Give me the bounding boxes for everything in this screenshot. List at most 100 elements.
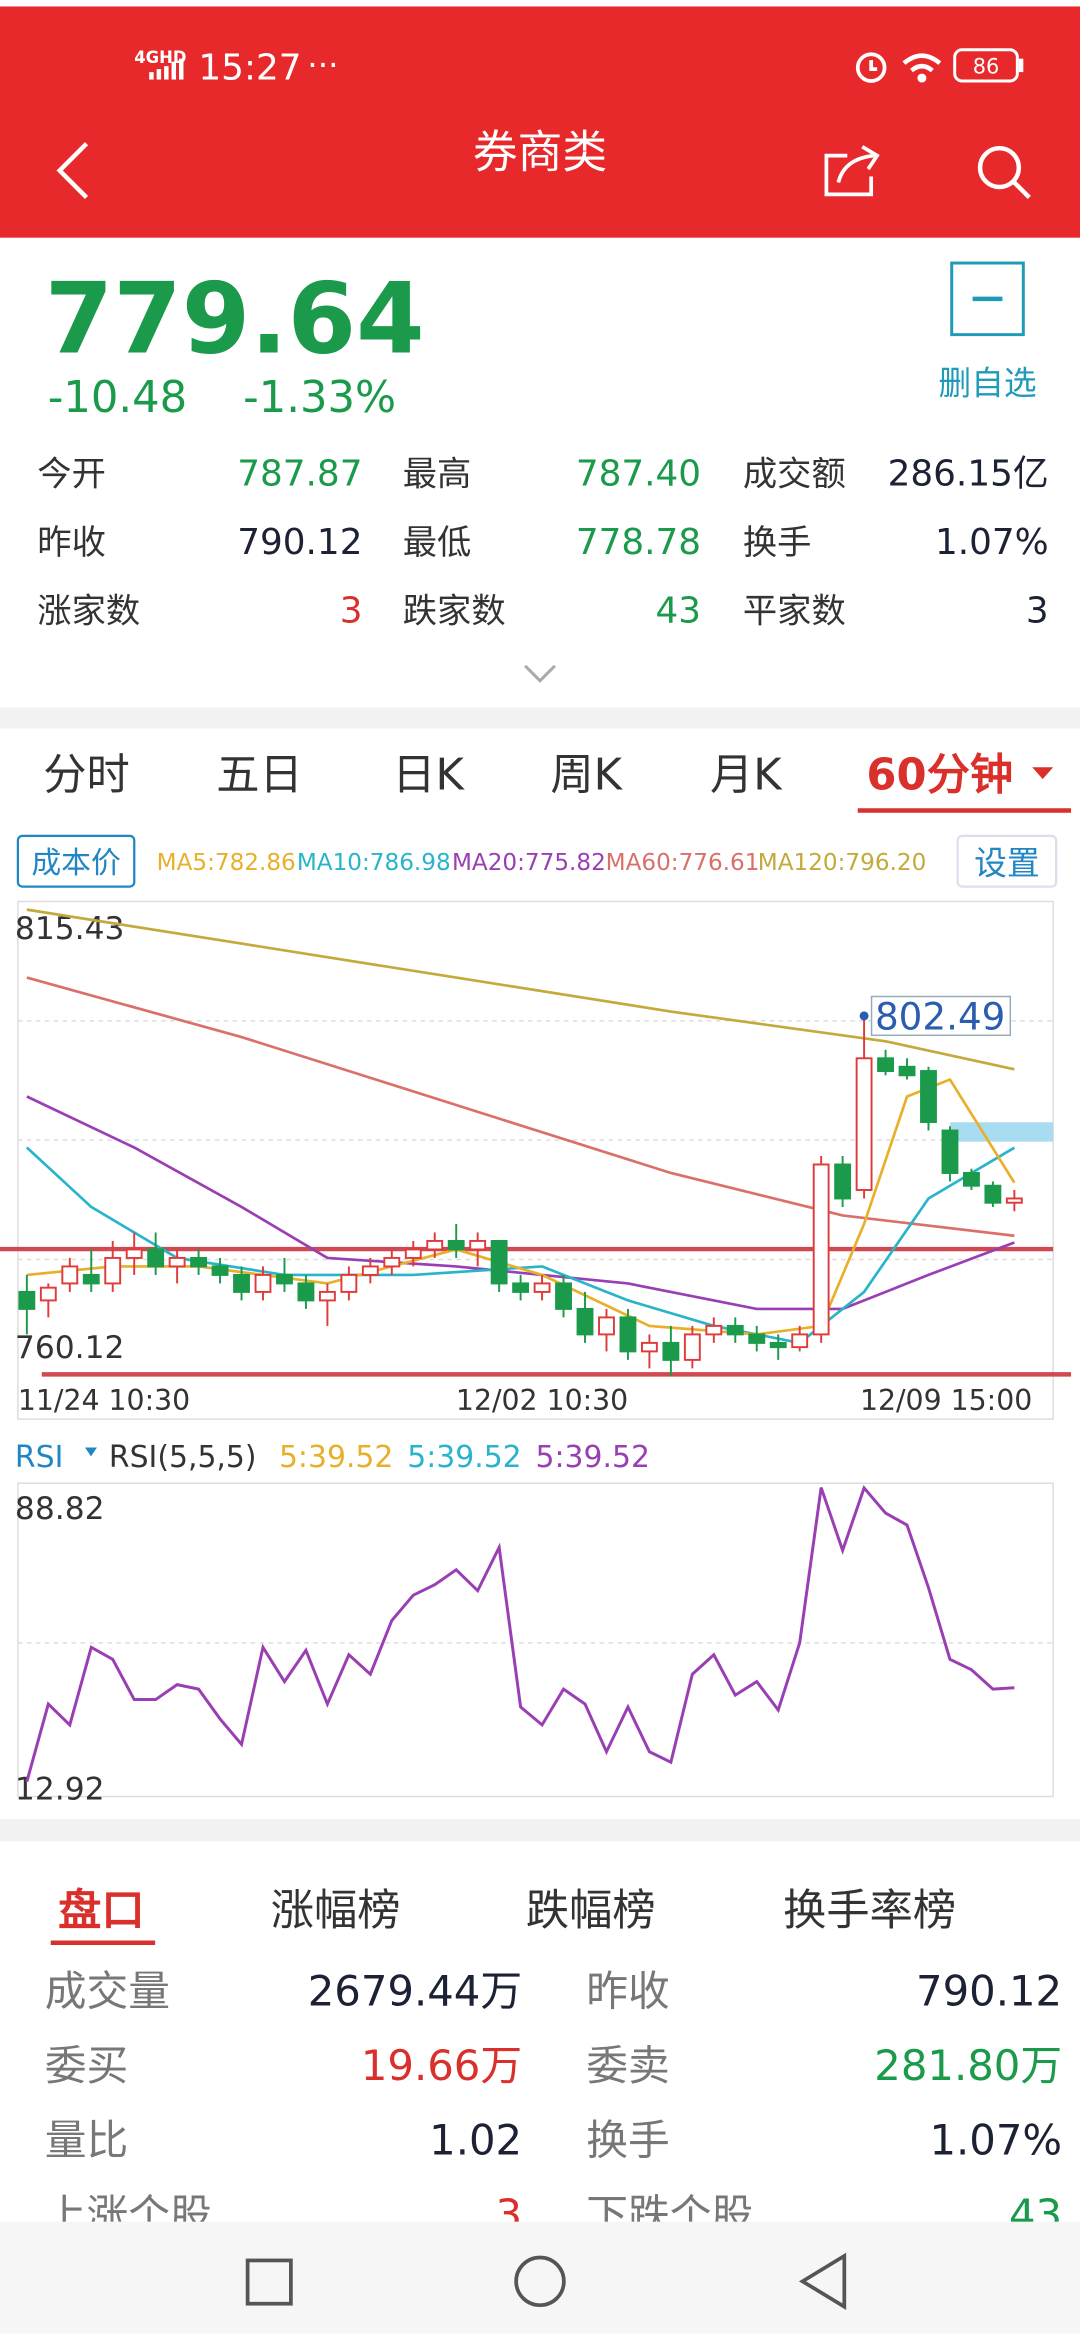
rsi-legend: 5:39.52	[536, 1440, 650, 1475]
rsi-subtitle: RSI(5,5,5)	[109, 1440, 257, 1475]
clock: 15:27	[198, 48, 301, 89]
ma-legend: MA5:782.86	[157, 850, 296, 876]
candle-body	[426, 1239, 444, 1251]
stat-label: 平家数	[743, 592, 846, 632]
alarm-icon	[855, 52, 887, 83]
candle-body	[533, 1282, 551, 1293]
panel-value: 1.07%	[929, 2116, 1062, 2165]
candle-body	[340, 1273, 358, 1293]
panel-tab: 跌幅榜	[526, 1886, 656, 1936]
candle-body	[82, 1273, 100, 1285]
chart-tab: 日K	[392, 751, 465, 801]
back-button[interactable]	[56, 142, 89, 199]
share-button[interactable]	[824, 145, 880, 197]
candle-body	[469, 1239, 487, 1251]
wifi-icon	[902, 53, 942, 83]
change-pct: -1.33%	[243, 373, 396, 423]
panel-label: 换手	[586, 2116, 669, 2165]
signal-icon	[149, 58, 184, 80]
panel-value: 281.80万	[874, 2041, 1062, 2090]
panel-label: 量比	[45, 2116, 128, 2165]
dots: ···	[307, 47, 338, 85]
panel-tab: 换手率榜	[783, 1886, 956, 1936]
chart-tab: 60分钟	[866, 751, 1013, 801]
candle-body	[598, 1316, 615, 1336]
rsi-dropdown[interactable]	[85, 1447, 97, 1457]
watch-icon[interactable]	[950, 261, 1025, 337]
search-button[interactable]	[977, 145, 1031, 199]
x-tick-label: 11/24 10:30	[18, 1384, 190, 1417]
panel-value: 19.66万	[361, 2041, 522, 2090]
stat-label: 跌家数	[403, 592, 506, 632]
y-tick-label: 760.12	[15, 1330, 125, 1366]
rsi-legend: 5:39.52	[279, 1440, 393, 1475]
candle-body	[748, 1333, 766, 1344]
header-bg	[0, 6, 1080, 238]
candle-body	[877, 1057, 894, 1073]
panel-tab: 涨幅榜	[271, 1886, 401, 1936]
candle-body	[726, 1324, 744, 1336]
separator	[0, 707, 1080, 729]
panel-label: 委买	[45, 2041, 128, 2090]
candle-body	[233, 1273, 250, 1293]
stat-label: 换手	[743, 523, 812, 563]
candle-body	[855, 1057, 873, 1191]
cost-button[interactable]: 成本价	[31, 846, 120, 881]
stat-value: 790.12	[237, 522, 362, 563]
ma-line	[26, 908, 1015, 1071]
panel-label: 委卖	[586, 2041, 669, 2090]
candle-body	[318, 1290, 336, 1302]
candle-body	[683, 1333, 701, 1361]
x-tick-label: 12/09 15:00	[860, 1384, 1032, 1417]
ma-legend: MA10:786.98	[297, 850, 451, 876]
candle-body	[361, 1265, 379, 1276]
change: -10.48	[48, 373, 187, 423]
rsi-line	[25, 1485, 1015, 1782]
candle-body	[1005, 1197, 1023, 1204]
stat-label: 涨家数	[37, 592, 140, 632]
panel-label: 成交量	[45, 1966, 170, 2015]
stat-label: 最高	[403, 454, 472, 494]
candle-body	[769, 1341, 787, 1349]
stat-value: 1.07%	[935, 522, 1049, 563]
candle-body	[254, 1273, 272, 1293]
max-label: 802.49	[875, 994, 1005, 1038]
expand-chevron[interactable]	[524, 664, 556, 683]
price: 779.64	[45, 263, 425, 377]
tab-dropdown[interactable]	[1032, 767, 1054, 780]
battery-tip	[1018, 58, 1024, 73]
candle-body	[640, 1341, 658, 1353]
chart-tab: 五日	[216, 751, 303, 801]
price-grid	[17, 1020, 1054, 1261]
candle-body	[104, 1256, 122, 1285]
cost-button-frame[interactable]	[16, 834, 136, 888]
watch-label[interactable]: 删自选	[938, 364, 1036, 402]
candle-body	[404, 1248, 422, 1259]
stat-label: 成交额	[743, 454, 846, 494]
candle-body	[512, 1282, 530, 1293]
price-frame	[17, 900, 1054, 1420]
panel-value: 790.12	[916, 1966, 1062, 2015]
candle-body	[812, 1163, 830, 1336]
candle-body	[920, 1070, 937, 1123]
panel-value: 2679.44万	[308, 1966, 522, 2015]
stat-value: 3	[340, 591, 363, 632]
candle-body	[705, 1324, 723, 1336]
nav-recent[interactable]	[245, 2258, 293, 2306]
nav-back[interactable]	[798, 2252, 847, 2310]
candle-body	[168, 1256, 186, 1268]
battery	[953, 48, 1019, 83]
settings-frame[interactable]	[956, 834, 1058, 888]
stat-value: 43	[656, 591, 702, 632]
settings-button[interactable]: 设置	[974, 845, 1040, 883]
candle-body	[190, 1256, 208, 1268]
stat-value: 787.87	[237, 453, 362, 494]
separator	[0, 1818, 1080, 1842]
candle-body	[276, 1273, 293, 1285]
chart-tab: 月K	[710, 751, 783, 801]
nav-home[interactable]	[514, 2255, 566, 2308]
network: 4GHD	[134, 48, 186, 67]
panel-tab: 盘口	[58, 1886, 145, 1936]
